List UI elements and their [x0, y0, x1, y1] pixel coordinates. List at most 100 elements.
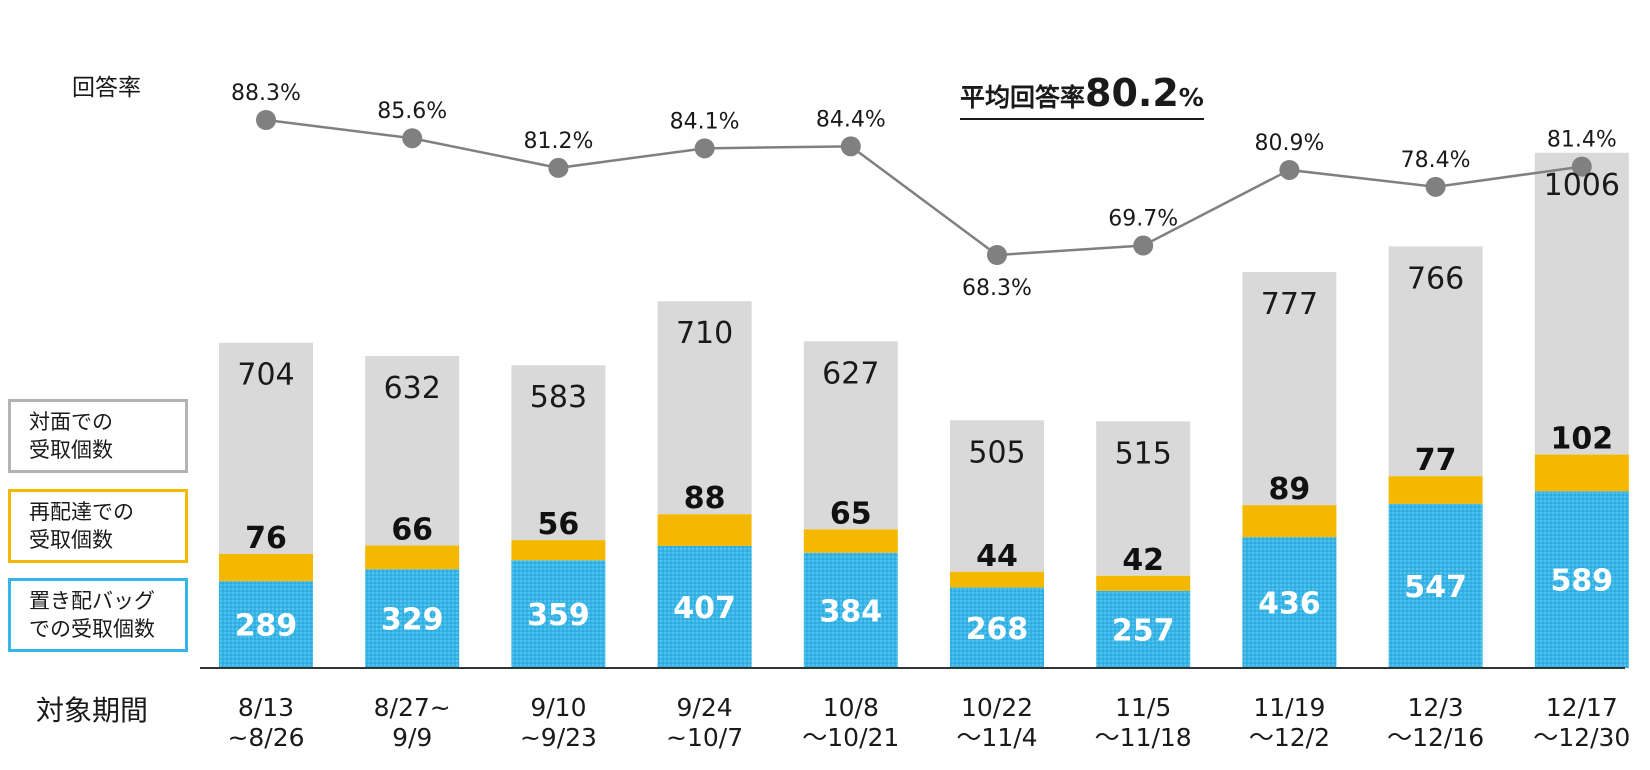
bar-bag-4	[803, 552, 898, 668]
bar-face-9	[1534, 152, 1629, 455]
average-rate-value: 80.2	[1085, 71, 1179, 115]
bar-bag-2	[511, 560, 606, 668]
bar-bag-0	[219, 581, 313, 668]
label-face-5: 505	[968, 435, 1025, 470]
label-face-1: 632	[384, 371, 441, 406]
x-tick-5-line2: ～11/4	[956, 723, 1037, 752]
bar-bag-1	[365, 569, 460, 668]
label-redelivery-0: 76	[245, 521, 287, 556]
label-redelivery-5: 44	[976, 539, 1018, 574]
average-rate-annotation: 平均回答率80.2%	[960, 74, 1204, 120]
rate-point-7	[1279, 159, 1300, 180]
bar-redelivery-7	[1242, 505, 1337, 538]
label-redelivery-6: 42	[1122, 543, 1164, 578]
label-face-6: 515	[1115, 436, 1172, 471]
label-redelivery-8: 77	[1415, 443, 1457, 478]
bar-redelivery-9	[1534, 454, 1629, 492]
x-tick-8-line1: 12/3	[1408, 693, 1464, 722]
x-tick-3-line2: ~10/7	[666, 723, 743, 752]
x-tick-2-line2: ~9/23	[520, 723, 597, 752]
x-tick-4-line1: 10/8	[823, 693, 879, 722]
rate-point-4	[840, 136, 861, 157]
bar-bag-8	[1388, 503, 1483, 668]
x-tick-7-line1: 11/19	[1253, 693, 1325, 722]
bar-face-8	[1388, 246, 1483, 477]
rate-label-8: 78.4%	[1401, 148, 1471, 173]
bar-redelivery-8	[1388, 476, 1483, 504]
x-tick-0-line2: ~8/26	[227, 723, 304, 752]
x-tick-8-line2: ～12/16	[1387, 723, 1484, 752]
label-bag-1: 329	[381, 603, 444, 638]
legend-bag-line1: 置き配バッグ	[29, 589, 155, 613]
bar-bag-3	[657, 545, 752, 668]
legend-face-to-face: 対面での 受取個数	[8, 399, 188, 473]
bar-bag-6	[1096, 590, 1191, 668]
bar-face-0	[219, 342, 313, 554]
label-face-0: 704	[237, 358, 294, 393]
label-face-2: 583	[530, 380, 587, 415]
bar-redelivery-5	[950, 571, 1044, 588]
rate-label-0: 88.3%	[231, 81, 301, 106]
rate-line	[265, 118, 1582, 257]
label-bag-5: 268	[966, 612, 1029, 647]
label-redelivery-7: 89	[1269, 472, 1311, 507]
legend-delivery-bag: 置き配バッグ での受取個数	[8, 578, 188, 652]
bar-face-7	[1242, 272, 1337, 506]
rate-label-9: 81.4%	[1547, 128, 1617, 153]
rate-point-3	[694, 138, 715, 159]
rate-label-7: 80.9%	[1254, 131, 1324, 156]
label-redelivery-1: 66	[391, 513, 433, 548]
bar-face-1	[365, 355, 460, 546]
x-tick-1-line1: 8/27~	[374, 693, 451, 722]
bar-bag-5	[950, 587, 1044, 668]
bar-redelivery-0	[219, 553, 313, 582]
legend-bag-line2: での受取個数	[29, 617, 155, 641]
rate-label-4: 84.4%	[816, 107, 886, 132]
bar-face-4	[803, 341, 898, 530]
legend-face-line1: 対面での	[29, 410, 113, 434]
label-bag-2: 359	[527, 598, 590, 633]
label-face-9: 1006	[1544, 168, 1620, 203]
rate-point-6	[1133, 235, 1154, 256]
label-face-8: 766	[1407, 261, 1464, 296]
rate-label-2: 81.2%	[523, 129, 593, 154]
rate-point-0	[256, 110, 276, 130]
x-tick-3-line1: 9/24	[677, 693, 733, 722]
label-redelivery-3: 88	[684, 481, 726, 516]
rate-point-8	[1425, 176, 1446, 197]
bar-face-2	[511, 365, 606, 541]
x-tick-6-line2: ～11/18	[1095, 723, 1192, 752]
legend-redelivery: 再配達での 受取個数	[8, 489, 188, 563]
x-tick-9-line1: 12/17	[1546, 693, 1618, 722]
x-tick-5-line1: 10/22	[961, 693, 1033, 722]
x-tick-1-line2: 9/9	[392, 723, 432, 752]
legend-redelivery-line2: 受取個数	[29, 528, 113, 552]
bar-face-5	[950, 420, 1044, 572]
bar-redelivery-2	[511, 540, 606, 561]
x-tick-2-line1: 9/10	[530, 693, 586, 722]
legend-face-line2: 受取個数	[29, 438, 113, 462]
bar-face-6	[1096, 421, 1191, 576]
label-bag-8: 547	[1404, 570, 1467, 605]
bar-redelivery-6	[1096, 575, 1191, 591]
label-bag-3: 407	[673, 591, 736, 626]
x-tick-6-line1: 11/5	[1115, 693, 1171, 722]
label-redelivery-4: 65	[830, 496, 872, 531]
label-face-4: 627	[822, 356, 879, 391]
label-face-3: 710	[676, 316, 733, 351]
rate-point-5	[987, 245, 1007, 265]
rate-point-2	[548, 157, 569, 178]
rate-label-6: 69.7%	[1108, 207, 1178, 232]
rate-axis-label: 回答率	[72, 75, 141, 101]
x-tick-7-line2: ～12/2	[1249, 723, 1330, 752]
rate-label-3: 84.1%	[670, 109, 740, 134]
bar-redelivery-1	[365, 545, 460, 570]
label-redelivery-9: 102	[1550, 422, 1613, 457]
label-bag-7: 436	[1258, 587, 1321, 622]
label-bag-6: 257	[1112, 613, 1175, 648]
label-bag-0: 289	[235, 609, 298, 644]
x-axis-label: 対象期間	[36, 694, 149, 727]
label-bag-4: 384	[819, 594, 882, 629]
rate-label-5: 68.3%	[962, 276, 1032, 301]
